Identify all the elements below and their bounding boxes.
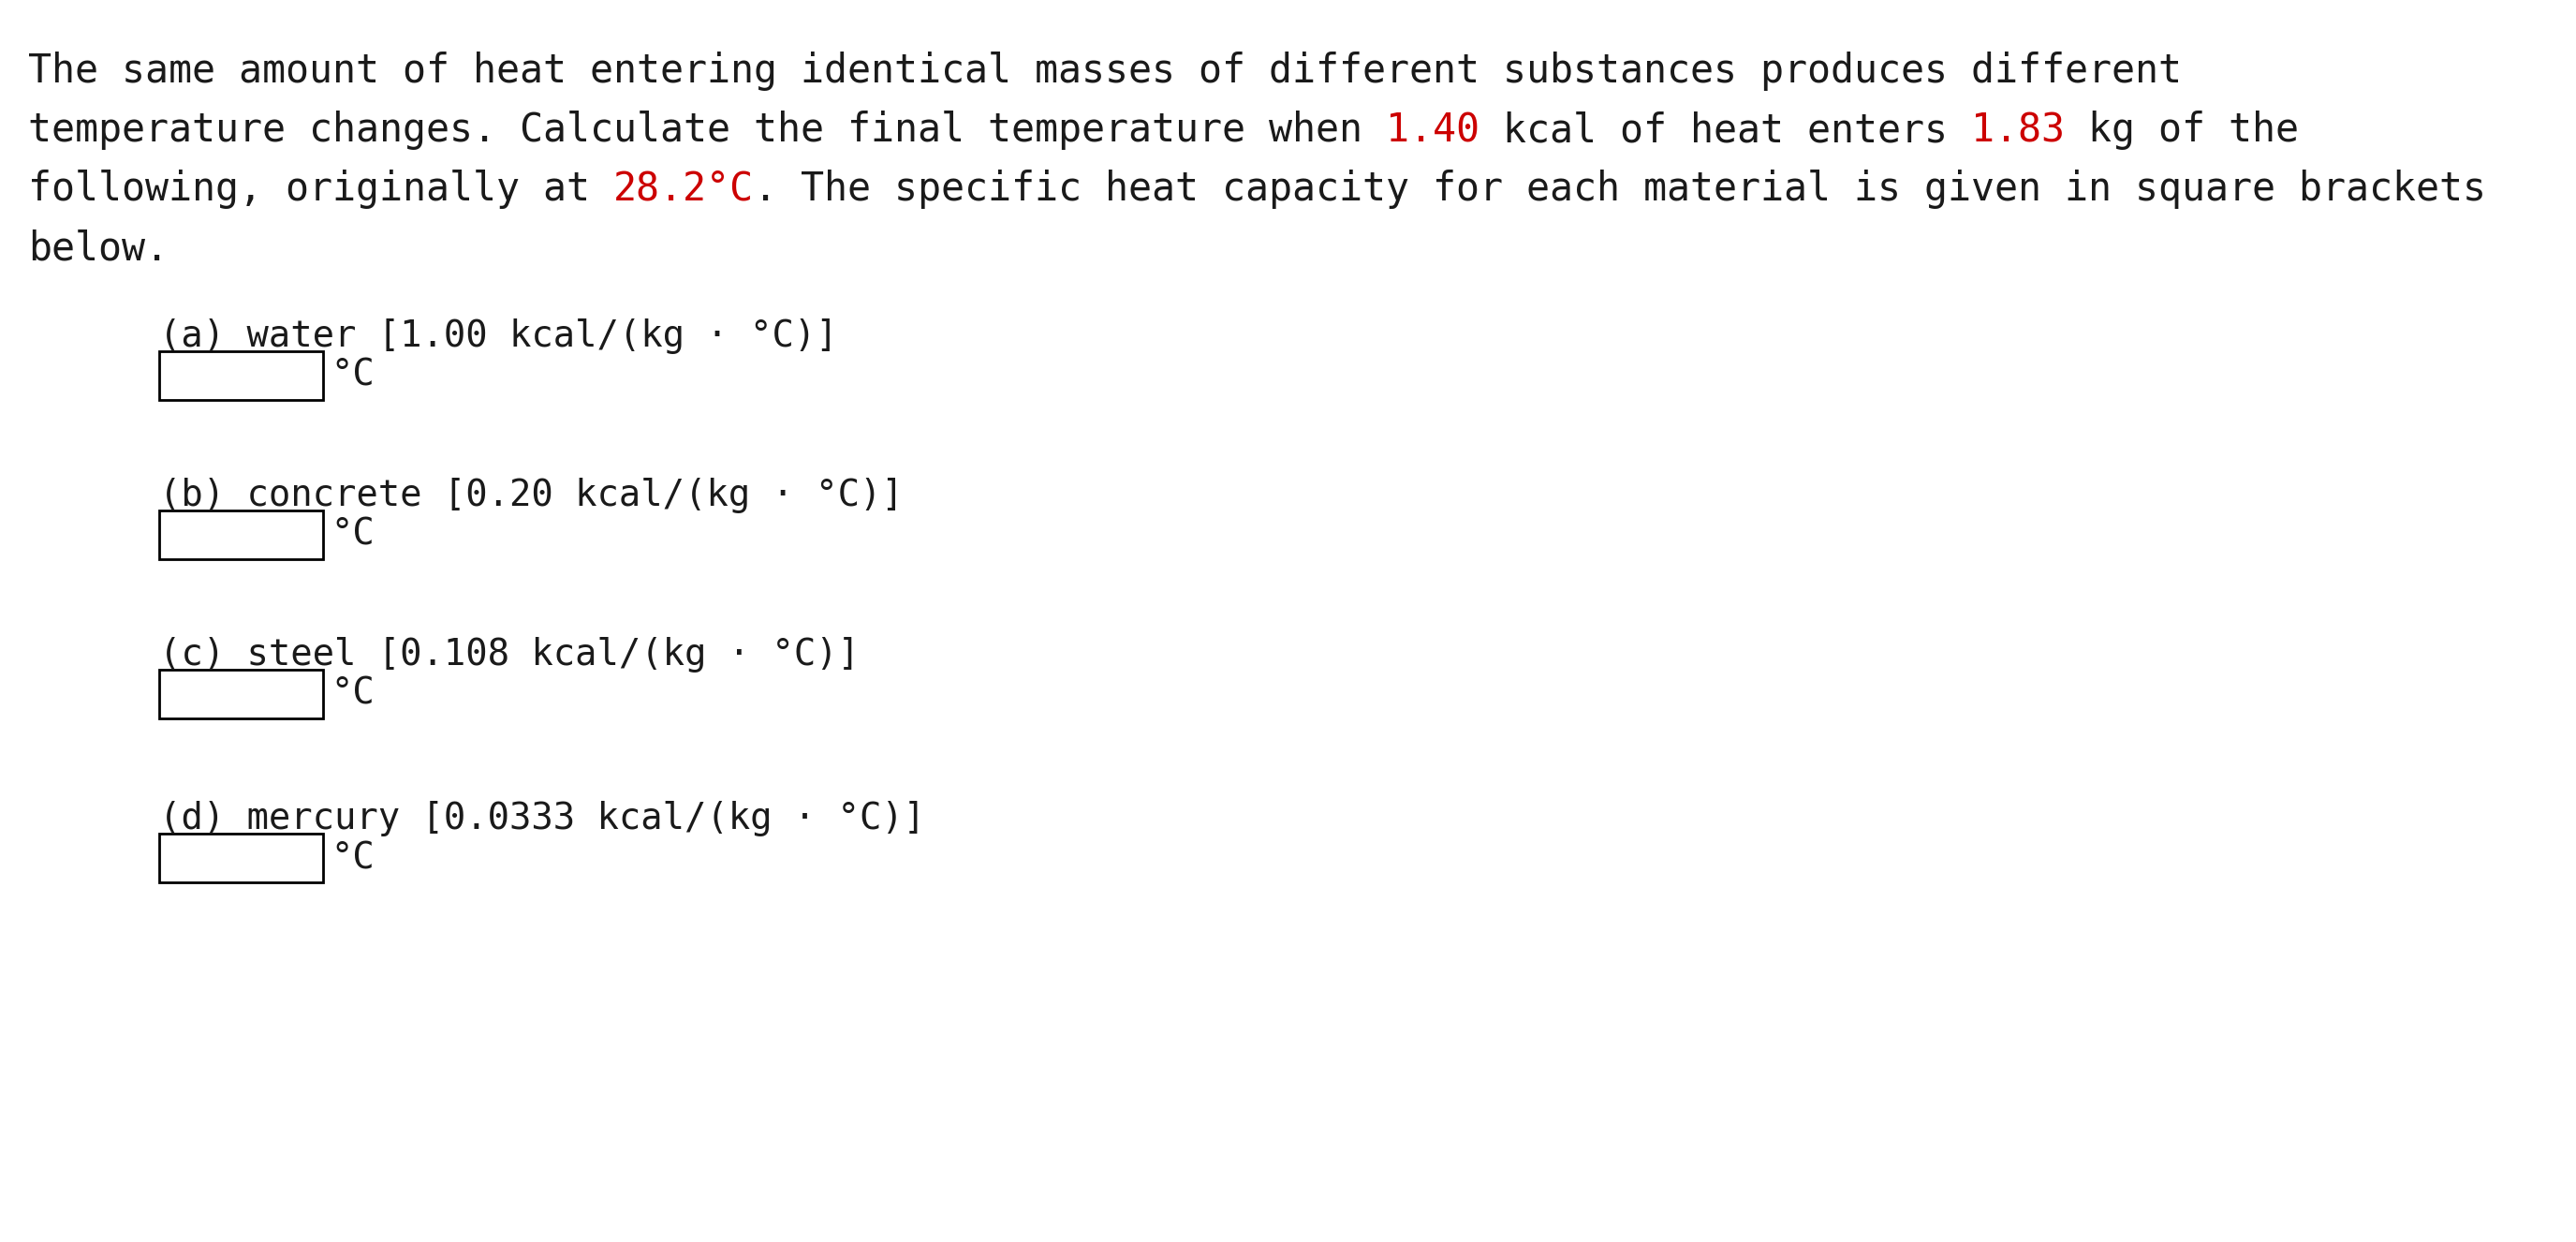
Text: (b) concrete [0.20 kcal/(kg · °C)]: (b) concrete [0.20 kcal/(kg · °C)] — [160, 478, 904, 513]
Text: following, originally at: following, originally at — [28, 170, 613, 209]
Text: The same amount of heat entering identical masses of different substances produc: The same amount of heat entering identic… — [28, 51, 2182, 91]
Text: kg of the: kg of the — [2066, 111, 2298, 150]
Text: kcal of heat enters: kcal of heat enters — [1479, 111, 1971, 150]
Text: °C: °C — [330, 676, 374, 712]
Text: (c) steel [0.108 kcal/(kg · °C)]: (c) steel [0.108 kcal/(kg · °C)] — [160, 637, 860, 672]
Text: 1.40: 1.40 — [1386, 111, 1479, 150]
Bar — [160, 833, 322, 882]
Text: °C: °C — [330, 840, 374, 876]
Bar — [160, 351, 322, 400]
Text: temperature changes. Calculate the final temperature when: temperature changes. Calculate the final… — [28, 111, 1386, 150]
Text: °C: °C — [330, 358, 374, 394]
Text: (d) mercury [0.0333 kcal/(kg · °C)]: (d) mercury [0.0333 kcal/(kg · °C)] — [160, 801, 925, 836]
Text: below.: below. — [28, 229, 167, 268]
Text: °C: °C — [330, 517, 374, 553]
Text: 28.2°C: 28.2°C — [613, 170, 755, 209]
Text: (a) water [1.00 kcal/(kg · °C)]: (a) water [1.00 kcal/(kg · °C)] — [160, 318, 837, 354]
Text: . The specific heat capacity for each material is given in square brackets: . The specific heat capacity for each ma… — [755, 170, 2486, 209]
Bar — [160, 510, 322, 559]
Bar — [160, 669, 322, 718]
Text: 1.83: 1.83 — [1971, 111, 2066, 150]
